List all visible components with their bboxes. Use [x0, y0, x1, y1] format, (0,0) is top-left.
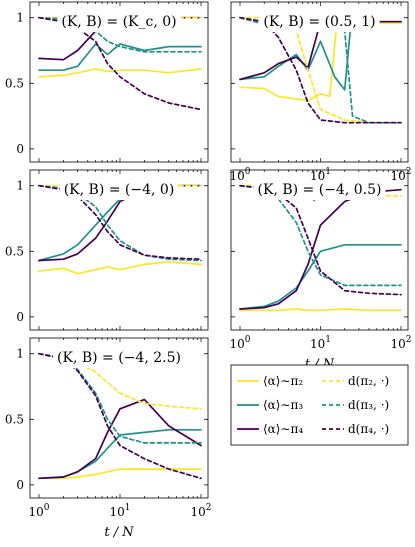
panel-5: 0 0.5 1 100 101 102 t / N (K, B) = (−4, 2.5): [5, 337, 212, 540]
x-tick-label: 100: [229, 167, 250, 183]
panel-title-bg: [259, 12, 380, 32]
panel-title-bg: [57, 12, 181, 32]
series-alpha_pi4: [38, 398, 202, 480]
series-alpha_pi2: [239, 22, 402, 102]
panel-3: 0 0.5 1 (K, B) = (−4, 0): [5, 169, 209, 331]
legend-label-alpha_pi4: ⟨α⟩∼π₄: [263, 422, 303, 436]
series-alpha_pi2: [38, 468, 202, 480]
x-tick-label: 101: [310, 335, 331, 351]
panel-title-bg: [59, 180, 179, 200]
x-tick-label: 100: [229, 335, 250, 351]
legend-frame: [230, 364, 409, 446]
panel-title: (K, B) = (K_c, 0): [61, 14, 176, 30]
legend-label-d_pi4: d(π₄, ·): [348, 422, 389, 436]
y-tick-label: 1: [16, 11, 24, 25]
y-tick-label: 0: [16, 478, 24, 492]
y-tick-label: 0.5: [5, 412, 24, 426]
y-tick-label: 1: [16, 179, 24, 193]
y-tick-label: 1: [16, 347, 24, 361]
panel-frame: [29, 1, 209, 163]
legend-label-d_pi2: d(π₂, ·): [348, 374, 389, 388]
panel-1: 0 0.5 1 (K, B) = (K_c, 0): [5, 1, 209, 163]
panel-frame: [29, 337, 209, 499]
legend: ⟨α⟩∼π₂ d(π₂, ·) ⟨α⟩∼π₃ d(π₃, ·) ⟨α⟩∼π₄ d(π₄, …: [230, 364, 409, 446]
series-d_pi2: [239, 16, 402, 124]
panel-title: (K, B) = (−4, 0): [64, 182, 175, 198]
legend-label-d_pi3: d(π₃, ·): [348, 398, 389, 412]
panel-frame: [230, 169, 409, 331]
y-tick-label: 0.5: [5, 76, 24, 90]
series-d_pi3: [239, 16, 402, 124]
x-tick-label: 100: [28, 503, 49, 519]
panel-title: (K, B) = (−4, 2.5): [57, 350, 181, 366]
panel-frame: [230, 1, 409, 163]
x-tick-label: 102: [390, 335, 411, 351]
series-alpha_pi2: [38, 260, 202, 275]
panel-title: (K, B) = (−4, 0.5): [258, 182, 382, 198]
panel-title-bg: [53, 348, 185, 368]
panel-title: (K, B) = (0.5, 1): [263, 14, 375, 30]
series-alpha_pi3: [38, 43, 202, 72]
y-tick-label: 0: [16, 310, 24, 324]
series-d_pi4: [38, 352, 202, 480]
series-alpha_pi2: [239, 308, 402, 312]
x-axis-label: t / N: [104, 525, 134, 540]
x-tick-label: 102: [190, 503, 211, 519]
y-tick-label: 0.5: [5, 244, 24, 258]
legend-label-alpha_pi3: ⟨α⟩∼π₃: [263, 398, 303, 412]
series-d_pi4: [239, 16, 402, 124]
legend-label-alpha_pi2: ⟨α⟩∼π₂: [263, 374, 303, 388]
x-tick-label: 101: [109, 503, 130, 519]
series-alpha_pi2: [38, 68, 202, 78]
x-tick-label: 101: [310, 167, 331, 183]
panel-title-bg: [253, 180, 386, 200]
series-alpha_pi3: [239, 243, 402, 310]
panel-frame: [29, 169, 209, 331]
series-alpha_pi4: [239, 188, 402, 310]
y-tick-label: 0: [16, 142, 24, 156]
x-tick-label: 102: [390, 167, 411, 183]
